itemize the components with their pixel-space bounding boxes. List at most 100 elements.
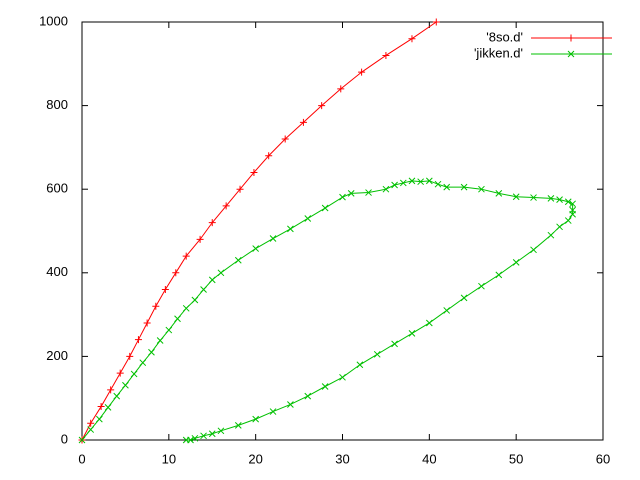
point-marker bbox=[318, 102, 326, 110]
point-marker bbox=[217, 427, 225, 435]
point-marker bbox=[116, 369, 124, 377]
point-marker bbox=[97, 403, 105, 411]
point-marker bbox=[252, 245, 260, 252]
x-tick-label: 30 bbox=[335, 451, 349, 466]
point-marker bbox=[234, 422, 242, 429]
point-marker bbox=[208, 276, 216, 284]
point-marker bbox=[122, 381, 129, 389]
point-marker bbox=[569, 200, 576, 208]
point-marker bbox=[443, 307, 451, 314]
y-tick-label: 600 bbox=[46, 181, 68, 196]
point-marker bbox=[530, 194, 537, 201]
point-marker bbox=[460, 183, 468, 191]
point-marker bbox=[299, 118, 307, 126]
series-line bbox=[81, 180, 574, 441]
point-marker bbox=[217, 269, 225, 277]
point-marker bbox=[165, 326, 173, 334]
point-marker bbox=[182, 252, 190, 260]
point-marker bbox=[556, 223, 563, 231]
point-marker bbox=[281, 135, 289, 143]
point-marker bbox=[174, 315, 181, 323]
point-marker bbox=[382, 51, 390, 59]
point-marker bbox=[107, 386, 115, 394]
x-tick-label: 40 bbox=[422, 451, 436, 466]
point-marker bbox=[564, 198, 572, 206]
point-marker bbox=[104, 404, 112, 411]
point-marker bbox=[547, 195, 555, 202]
point-marker bbox=[265, 152, 273, 160]
point-marker bbox=[252, 415, 260, 423]
point-marker bbox=[495, 271, 503, 279]
point-marker bbox=[391, 181, 398, 189]
point-marker bbox=[569, 210, 576, 218]
point-marker bbox=[460, 294, 468, 302]
point-marker bbox=[152, 302, 160, 310]
point-marker bbox=[113, 392, 121, 400]
y-tick-label: 200 bbox=[46, 348, 68, 363]
point-marker bbox=[130, 370, 138, 378]
point-marker bbox=[96, 415, 103, 423]
legend-marker bbox=[567, 34, 575, 42]
legend-label: '8so.d' bbox=[486, 29, 523, 44]
point-marker bbox=[495, 190, 503, 197]
point-marker bbox=[161, 286, 169, 294]
point-marker bbox=[222, 202, 230, 210]
point-marker bbox=[87, 419, 95, 427]
point-marker bbox=[512, 193, 520, 201]
point-marker bbox=[139, 359, 147, 367]
point-marker bbox=[172, 269, 180, 277]
point-marker bbox=[269, 235, 277, 242]
point-marker bbox=[200, 286, 207, 293]
point-marker bbox=[408, 35, 416, 43]
point-marker bbox=[564, 217, 572, 224]
x-tick-label: 10 bbox=[162, 451, 176, 466]
point-marker bbox=[434, 180, 442, 188]
point-marker bbox=[399, 179, 407, 187]
series-line bbox=[81, 21, 437, 441]
point-marker bbox=[269, 408, 277, 415]
point-marker bbox=[425, 319, 433, 327]
point-marker bbox=[358, 68, 366, 76]
point-marker bbox=[156, 337, 164, 344]
x-tick-label: 20 bbox=[248, 451, 262, 466]
point-marker bbox=[208, 219, 216, 227]
point-marker bbox=[556, 196, 563, 204]
point-marker bbox=[337, 85, 345, 93]
point-marker bbox=[250, 168, 258, 176]
point-marker bbox=[287, 225, 294, 233]
point-marker bbox=[321, 204, 329, 212]
point-marker bbox=[408, 330, 416, 337]
point-marker bbox=[512, 258, 520, 266]
point-marker bbox=[191, 434, 199, 442]
point-marker bbox=[365, 189, 372, 196]
point-marker bbox=[547, 231, 555, 239]
point-marker bbox=[134, 336, 142, 344]
point-marker bbox=[304, 392, 312, 400]
point-marker bbox=[443, 183, 451, 191]
point-marker bbox=[417, 178, 425, 186]
point-marker bbox=[391, 340, 398, 348]
point-marker bbox=[321, 383, 329, 390]
x-tick-label: 0 bbox=[78, 451, 85, 466]
point-marker bbox=[478, 282, 485, 290]
point-marker bbox=[148, 348, 155, 356]
point-marker bbox=[478, 185, 485, 193]
point-marker bbox=[530, 246, 537, 254]
y-tick-label: 800 bbox=[46, 97, 68, 112]
point-marker bbox=[182, 304, 190, 312]
point-marker bbox=[191, 296, 199, 304]
point-marker bbox=[182, 436, 190, 444]
x-tick-label: 50 bbox=[509, 451, 523, 466]
point-marker bbox=[236, 185, 244, 193]
point-marker bbox=[143, 319, 151, 327]
x-tick-label: 60 bbox=[596, 451, 610, 466]
point-marker bbox=[208, 430, 216, 438]
legend-marker bbox=[567, 50, 575, 58]
point-marker bbox=[347, 190, 355, 197]
point-marker bbox=[287, 401, 294, 408]
legend-label: 'jikken.d' bbox=[474, 45, 523, 60]
point-marker bbox=[200, 432, 207, 440]
point-marker bbox=[432, 18, 440, 26]
point-marker bbox=[339, 373, 346, 381]
point-marker bbox=[382, 185, 390, 193]
